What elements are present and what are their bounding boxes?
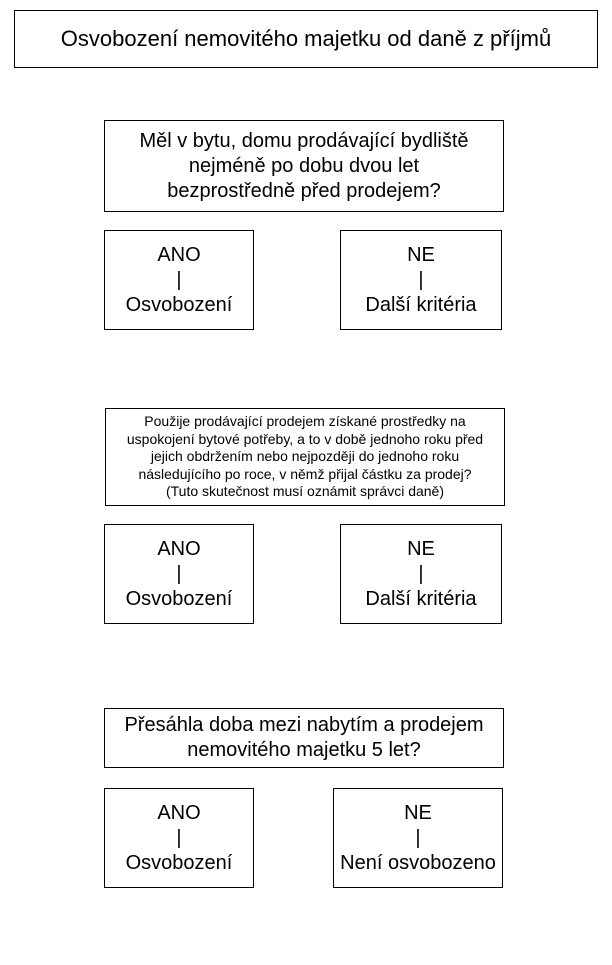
q1-line1: Měl v bytu, domu prodávající bydliště bbox=[139, 129, 468, 154]
q2-line2: uspokojení bytové potřeby, a to v době j… bbox=[127, 431, 483, 449]
q1-answer-no: NE | Další kritéria bbox=[340, 230, 502, 330]
q2-line4: následujícího po roce, v němž přijal čás… bbox=[138, 466, 471, 484]
q2-no-result: Další kritéria bbox=[365, 587, 476, 612]
q1-line3: bezprostředně před prodejem? bbox=[167, 179, 441, 204]
q3-line2: nemovitého majetku 5 let? bbox=[187, 738, 420, 763]
q1-yes-label: ANO bbox=[157, 243, 200, 268]
title-box: Osvobození nemovitého majetku od daně z … bbox=[14, 10, 598, 68]
flowchart-canvas: Osvobození nemovitého majetku od daně z … bbox=[0, 0, 612, 965]
q2-answer-no: NE | Další kritéria bbox=[340, 524, 502, 624]
q2-answer-yes: ANO | Osvobození bbox=[104, 524, 254, 624]
q1-yes-result: Osvobození bbox=[126, 293, 233, 318]
connector-pipe: | bbox=[176, 562, 181, 587]
q1-answer-yes: ANO | Osvobození bbox=[104, 230, 254, 330]
q3-yes-result: Osvobození bbox=[126, 851, 233, 876]
question-1-box: Měl v bytu, domu prodávající bydliště ne… bbox=[104, 120, 504, 212]
q1-line2: nejméně po dobu dvou let bbox=[189, 154, 419, 179]
question-2-box: Použije prodávající prodejem získané pro… bbox=[105, 408, 505, 506]
title-text: Osvobození nemovitého majetku od daně z … bbox=[61, 25, 551, 53]
question-3-box: Přesáhla doba mezi nabytím a prodejem ne… bbox=[104, 708, 504, 768]
q3-answer-no: NE | Není osvobozeno bbox=[333, 788, 503, 888]
q2-yes-result: Osvobození bbox=[126, 587, 233, 612]
connector-pipe: | bbox=[415, 826, 420, 851]
q2-line5: (Tuto skutečnost musí oznámit správci da… bbox=[166, 483, 444, 501]
q3-no-result: Není osvobozeno bbox=[340, 851, 496, 876]
q3-answer-yes: ANO | Osvobození bbox=[104, 788, 254, 888]
q2-yes-label: ANO bbox=[157, 537, 200, 562]
q1-no-result: Další kritéria bbox=[365, 293, 476, 318]
q3-no-label: NE bbox=[404, 801, 432, 826]
connector-pipe: | bbox=[418, 268, 423, 293]
q2-line1: Použije prodávající prodejem získané pro… bbox=[144, 413, 465, 431]
connector-pipe: | bbox=[176, 826, 181, 851]
q3-line1: Přesáhla doba mezi nabytím a prodejem bbox=[124, 713, 483, 738]
connector-pipe: | bbox=[418, 562, 423, 587]
q2-line3: jejich obdržením nebo nejpozději do jedn… bbox=[151, 448, 459, 466]
q1-no-label: NE bbox=[407, 243, 435, 268]
connector-pipe: | bbox=[176, 268, 181, 293]
q2-no-label: NE bbox=[407, 537, 435, 562]
q3-yes-label: ANO bbox=[157, 801, 200, 826]
